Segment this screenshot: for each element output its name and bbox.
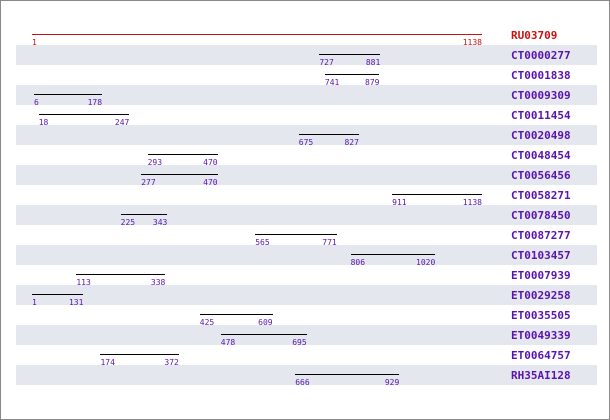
- reference-start-label: 1: [32, 38, 37, 47]
- hit-row: 425 609 ET0035505: [16, 305, 597, 327]
- hit-start-label: 225: [120, 218, 136, 227]
- hit-start-label: 666: [295, 378, 310, 387]
- hit-start-label: 113: [76, 278, 91, 287]
- hit-row: 293 470 CT0048454: [16, 145, 597, 167]
- hit-name-link[interactable]: CT0087277: [511, 229, 571, 242]
- hit-end-label: 1138: [462, 198, 482, 207]
- hit-start-label: 277: [141, 178, 156, 187]
- hit-row: 277 470 CT0056456: [16, 165, 597, 187]
- hit-name-link[interactable]: CT0048454: [511, 149, 571, 162]
- hit-row: 225 343 CT0078450: [16, 205, 597, 227]
- hit-name-link[interactable]: CT0078450: [511, 209, 571, 222]
- hit-bar: [255, 234, 337, 235]
- hit-bar: [141, 174, 218, 175]
- hit-end-label: 131: [68, 298, 84, 307]
- hit-end-label: 879: [365, 78, 380, 87]
- hit-end-label: 178: [87, 98, 103, 107]
- hit-start-label: 174: [100, 358, 115, 367]
- hit-bar: [32, 294, 84, 295]
- hit-end-label: 1020: [416, 258, 436, 267]
- hit-bar: [147, 154, 218, 155]
- hit-end-label: 929: [384, 378, 400, 387]
- hit-row: 741 879 CT0001838: [16, 65, 597, 87]
- hit-end-label: 609: [258, 318, 273, 327]
- hit-row: 478 695 ET0049339: [16, 325, 597, 347]
- hit-bar: [199, 314, 273, 315]
- hit-row: 911 1138 CT0058271: [16, 185, 597, 207]
- reference-row: 1 1138 RU03709: [16, 25, 597, 47]
- hit-bar: [319, 54, 381, 55]
- hit-end-label: 470: [203, 158, 218, 167]
- hit-bar: [120, 214, 168, 215]
- hit-name-link[interactable]: ET0035505: [511, 309, 571, 322]
- hit-bar: [298, 134, 359, 135]
- hit-row: 6 178 CT0009309: [16, 85, 597, 107]
- hit-bar: [38, 114, 130, 115]
- hit-row: 174 372 ET0064757: [16, 345, 597, 367]
- hit-start-label: 1: [32, 298, 37, 307]
- hit-name-link[interactable]: CT0020498: [511, 129, 571, 142]
- hit-start-label: 565: [255, 238, 270, 247]
- hit-end-label: 771: [322, 238, 337, 247]
- hit-start-label: 6: [33, 98, 39, 107]
- hit-end-label: 338: [150, 278, 166, 287]
- hit-row: 18 247 CT0011454: [16, 105, 597, 127]
- hit-start-label: 727: [319, 58, 334, 67]
- hit-bar: [392, 194, 482, 195]
- hit-end-label: 247: [114, 118, 130, 127]
- reference-end-label: 1138: [462, 38, 482, 47]
- hit-start-label: 911: [392, 198, 407, 207]
- hit-name-link[interactable]: ET0064757: [511, 349, 571, 362]
- hit-start-label: 478: [220, 338, 236, 347]
- hit-start-label: 293: [147, 158, 163, 167]
- hit-name-link[interactable]: CT0103457: [511, 249, 571, 262]
- hit-end-label: 343: [152, 218, 168, 227]
- hit-name-link[interactable]: CT0011454: [511, 109, 571, 122]
- hit-start-label: 741: [324, 78, 340, 87]
- hit-row: 113 338 ET0007939: [16, 265, 597, 287]
- hit-end-label: 372: [164, 358, 179, 367]
- hit-name-link[interactable]: CT0058271: [511, 189, 571, 202]
- hit-start-label: 18: [38, 118, 49, 127]
- hit-bar: [100, 354, 179, 355]
- hit-bar: [76, 274, 166, 275]
- hit-row: 806 1020 CT0103457: [16, 245, 597, 267]
- hit-name-link[interactable]: ET0049339: [511, 329, 571, 342]
- hit-end-label: 881: [365, 58, 381, 67]
- hit-name-link[interactable]: CT0009309: [511, 89, 571, 102]
- hit-row: 675 827 CT0020498: [16, 125, 597, 147]
- hit-row: 1 131 ET0029258: [16, 285, 597, 307]
- hit-row: 666 929 RH35AI128: [16, 365, 597, 387]
- hit-name-link[interactable]: ET0007939: [511, 269, 571, 282]
- reference-name[interactable]: RU03709: [511, 29, 558, 42]
- hit-bar: [220, 334, 307, 335]
- hit-name-link[interactable]: ET0029258: [511, 289, 571, 302]
- hit-start-label: 806: [350, 258, 366, 267]
- hit-name-link[interactable]: CT0056456: [511, 169, 571, 182]
- hit-start-label: 425: [199, 318, 215, 327]
- reference-bar: [32, 34, 482, 35]
- hit-name-link[interactable]: RH35AI128: [511, 369, 571, 382]
- hit-name-link[interactable]: CT0001838: [511, 69, 571, 82]
- hit-bar: [33, 94, 103, 95]
- hit-bar: [324, 74, 380, 75]
- hit-row: 727 881 CT0000277: [16, 45, 597, 67]
- hit-bar: [350, 254, 436, 255]
- hit-bar: [295, 374, 400, 375]
- hit-end-label: 827: [344, 138, 359, 147]
- hit-end-label: 470: [203, 178, 218, 187]
- hit-name-link[interactable]: CT0000277: [511, 49, 571, 62]
- hit-row: 565 771 CT0087277: [16, 225, 597, 247]
- hit-start-label: 675: [298, 138, 314, 147]
- hit-end-label: 695: [292, 338, 307, 347]
